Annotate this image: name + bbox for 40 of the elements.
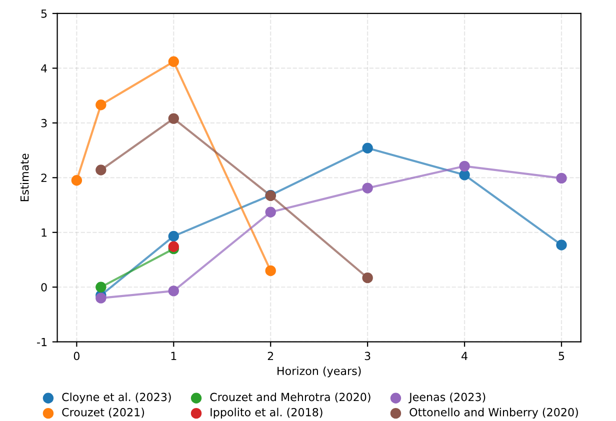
x-tick-label: 4 <box>462 352 468 360</box>
point <box>459 170 470 180</box>
legend-label: Cloyne et al. (2023) <box>62 392 171 404</box>
y-tick-label: 1 <box>42 228 47 237</box>
legend-label: Crouzet and Mehrotra (2020) <box>210 392 370 402</box>
point <box>168 230 179 242</box>
x-tick-label: 1 <box>171 352 176 360</box>
point <box>459 160 470 172</box>
y-tick-label: 3 <box>41 118 47 128</box>
legend-label: Ippolito et al. (2018) <box>210 408 322 419</box>
point <box>96 164 106 176</box>
point <box>265 265 276 276</box>
point <box>265 206 276 218</box>
point <box>71 175 82 186</box>
y-tick-label: 5 <box>41 10 47 18</box>
legend-label: Jeenas (2023) <box>408 392 486 404</box>
x-tick-label: 3 <box>364 352 370 360</box>
point <box>96 100 106 110</box>
point <box>362 182 373 194</box>
x-tick-label: 5 <box>558 352 564 360</box>
y-tick-label: 2 <box>41 174 46 182</box>
y-tick-label: -1 <box>37 338 47 346</box>
point <box>168 56 179 67</box>
point <box>96 282 106 292</box>
y-axis-title: Estimate <box>20 154 29 202</box>
x-axis-title: Horizon (years) <box>278 366 361 378</box>
point <box>96 292 106 304</box>
point <box>362 142 373 154</box>
y-tick-label: 0 <box>41 283 47 292</box>
point <box>168 286 179 296</box>
legend-label: Crouzet (2021) <box>62 408 144 418</box>
y-tick-label: 4 <box>41 64 47 72</box>
point <box>362 272 373 284</box>
point <box>168 241 179 252</box>
legend-label: Ottonello and Winberry (2020) <box>410 408 578 419</box>
x-tick-label: 2 <box>268 352 274 360</box>
point <box>556 240 567 250</box>
point <box>556 172 567 184</box>
point <box>168 113 179 124</box>
x-tick-label: 0 <box>74 352 80 360</box>
